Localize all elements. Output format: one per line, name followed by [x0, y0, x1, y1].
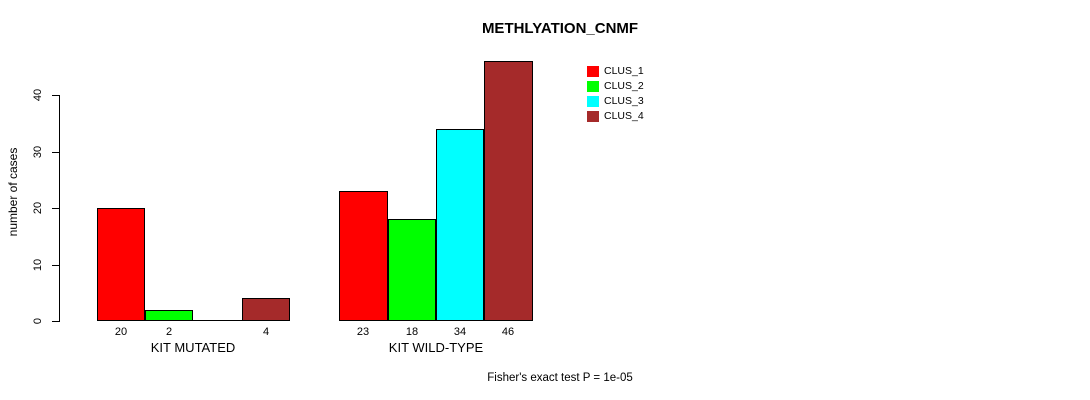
y-tick-label: 40 — [32, 88, 44, 102]
y-axis-tick — [52, 95, 59, 96]
bar-clus_2-kit-mutated — [145, 310, 193, 321]
y-axis-tick — [52, 152, 59, 153]
bar-clus_1-kit-wild-type — [339, 191, 388, 321]
x-group-label-kit-wild-type: KIT WILD-TYPE — [388, 340, 484, 355]
bar-clus_3-kit-wild-type — [436, 129, 484, 321]
legend-swatch-clus_1 — [587, 66, 599, 77]
bar-value-label-clus_4-kit-mutated: 4 — [262, 326, 270, 338]
bar-value-label-clus_2-kit-wild-type: 18 — [405, 326, 419, 338]
bar-value-label-clus_1-kit-wild-type: 23 — [356, 326, 370, 338]
chart-title: METHLYATION_CNMF — [481, 20, 639, 37]
footer-annotation: Fisher's exact test P = 1e-05 — [487, 372, 633, 384]
legend-label-clus_3: CLUS_3 — [604, 95, 644, 108]
y-tick-label: 0 — [32, 317, 44, 325]
y-axis-tick — [52, 208, 59, 209]
legend-label-clus_2: CLUS_2 — [604, 80, 644, 93]
y-tick-label: 10 — [32, 258, 44, 272]
legend-swatch-clus_4 — [587, 111, 599, 122]
legend: CLUS_1 CLUS_2 CLUS_3 CLUS_4 — [587, 64, 644, 124]
y-tick-label: 30 — [32, 145, 44, 159]
legend-swatch-clus_3 — [587, 96, 599, 107]
bar-value-label-clus_1-kit-mutated: 20 — [114, 326, 128, 338]
y-axis-line — [59, 95, 60, 322]
bar-value-label-clus_4-kit-wild-type: 46 — [501, 326, 515, 338]
y-tick-label: 20 — [32, 201, 44, 215]
legend-item-clus_1: CLUS_1 — [587, 64, 644, 79]
bar-clus_1-kit-mutated — [97, 208, 145, 321]
bar-value-label-clus_2-kit-mutated: 2 — [165, 326, 173, 338]
legend-label-clus_4: CLUS_4 — [604, 110, 644, 123]
legend-item-clus_4: CLUS_4 — [587, 109, 644, 124]
bar-zero-clus_3-kit-mutated — [193, 320, 242, 321]
bar-clus_2-kit-wild-type — [388, 219, 436, 321]
bar-clus_4-kit-wild-type — [484, 61, 533, 321]
bar-clus_4-kit-mutated — [242, 298, 290, 321]
legend-swatch-clus_2 — [587, 81, 599, 92]
y-axis-tick — [52, 321, 59, 322]
x-group-label-kit-mutated: KIT MUTATED — [150, 340, 236, 355]
bar-value-label-clus_3-kit-wild-type: 34 — [453, 326, 467, 338]
legend-item-clus_3: CLUS_3 — [587, 94, 644, 109]
legend-item-clus_2: CLUS_2 — [587, 79, 644, 94]
y-axis-tick — [52, 265, 59, 266]
legend-label-clus_1: CLUS_1 — [604, 65, 644, 78]
